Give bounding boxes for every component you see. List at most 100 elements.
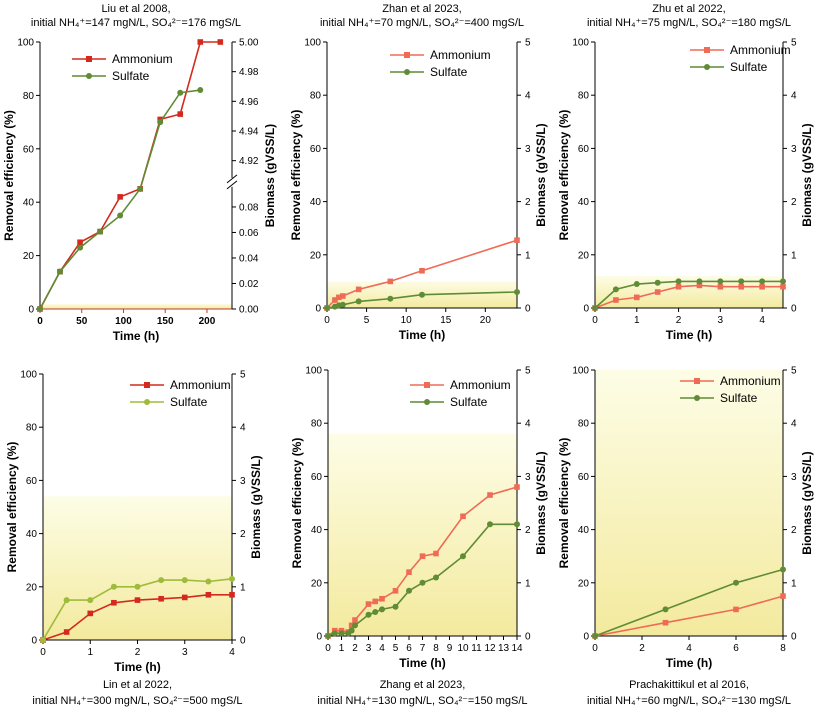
x-tick-label: 6 [733, 643, 739, 654]
data-point-ammonium [780, 283, 786, 290]
data-point-ammonium [340, 293, 346, 299]
y-axis-label: Removal efficiency (%) [290, 438, 304, 569]
data-point-ammonium [336, 294, 342, 301]
legend-label-sulfate: Sulfate [730, 60, 768, 74]
data-point-ammonium [77, 239, 83, 246]
data-point-ammonium [158, 595, 164, 602]
data-point-sulfate [392, 603, 399, 610]
data-point-ammonium [87, 610, 94, 617]
series-line-sulfate [327, 523, 517, 637]
y2-tick-label: 3 [525, 472, 531, 483]
y-tick-label: 80 [578, 419, 590, 430]
legend-marker-sulfate [704, 64, 710, 70]
data-point-sulfate [592, 305, 598, 311]
y-tick-label: 20 [23, 251, 35, 262]
legend-marker-ammonium [404, 52, 410, 58]
x-tick-label: 2 [352, 643, 358, 654]
x-axis-label: Time (h) [399, 328, 445, 342]
data-point-sulfate [37, 306, 43, 312]
y-tick-label: 60 [23, 144, 35, 155]
x-tick-label: 6 [406, 643, 412, 654]
y2-tick-label: 0.04 [239, 253, 259, 264]
axis-break-mark [226, 180, 238, 190]
chart-panel-4: Lin et al 2022, initial NH₄⁺=300 mgN/L, S… [5, 370, 263, 708]
y2-tick-label: 5 [791, 38, 797, 49]
y2-tick-label: 5 [525, 366, 531, 377]
biomass-band [595, 370, 783, 636]
y2-tick-label: 4 [791, 419, 797, 430]
data-point-sulfate [181, 577, 188, 584]
legend-label-ammonium: Ammonium [430, 48, 491, 62]
y2-tick-label: 0 [791, 304, 797, 315]
x-tick-label: 50 [76, 316, 88, 327]
y2-tick-label: 2 [791, 197, 797, 208]
y-tick-label: 100 [17, 38, 34, 49]
y-tick-label: 100 [20, 370, 37, 381]
chart-panel-5: Zhang et al 2023, initial NH₄⁺=130 mgN/L,… [290, 366, 548, 708]
data-point-ammonium [134, 597, 141, 603]
data-point-ammonium [696, 282, 703, 289]
chart-panel-1: Liu et al 2008, initial NH₄⁺=147 mgN/L, S… [2, 3, 277, 343]
y-tick-label: 60 [26, 476, 38, 487]
y2-tick-label: 4 [525, 419, 531, 430]
data-point-sulfate [514, 289, 520, 296]
data-point-ammonium [372, 598, 379, 605]
data-point-ammonium [419, 267, 425, 274]
x-tick-label: 3 [718, 315, 724, 326]
chart-title-line1: Zhu et al 2022, [652, 3, 725, 15]
y2-axis-label: Biomass (gVSS/L) [800, 123, 814, 226]
y2-tick-label: 1 [791, 578, 797, 589]
legend-marker-sulfate [424, 399, 430, 405]
y-tick-label: 100 [305, 366, 322, 377]
x-tick-label: 200 [199, 316, 216, 327]
data-point-ammonium [365, 601, 372, 607]
y2-tick-label: 2 [791, 525, 797, 536]
data-point-sulfate [514, 521, 520, 528]
legend-marker-ammonium [86, 56, 92, 62]
y2-tick-label: 3 [240, 476, 246, 487]
x-tick-label: 0 [592, 315, 598, 326]
chart-title-line2: initial NH₄⁺=70 mgN/L, SO₄²⁻=400 mgS/L [320, 17, 524, 29]
y2-tick-label: 0.00 [239, 305, 259, 316]
data-point-ammonium [392, 587, 399, 594]
x-tick-label: 13 [498, 643, 510, 654]
y2-tick-label: 2 [525, 197, 531, 208]
chart-title-line2: initial NH₄⁺=300 mgN/L, SO₄²⁻=500 mgS/L [32, 695, 242, 707]
data-point-sulfate [229, 575, 235, 582]
x-tick-label: 4 [379, 643, 385, 654]
y2-tick-label: 3 [525, 144, 531, 155]
data-point-sulfate [662, 606, 669, 613]
data-point-sulfate [158, 577, 165, 584]
legend-marker-ammonium [694, 378, 700, 384]
data-point-ammonium [177, 111, 184, 117]
y-tick-label: 60 [578, 472, 590, 483]
chart-panel-2: Zhan et al 2023, initial NH₄⁺=70 mgN/L, S… [289, 3, 548, 342]
x-tick-label: 0 [325, 643, 331, 654]
y-tick-label: 80 [310, 91, 322, 102]
chart-panel-6: Prachakittikul et al 2016, initial NH₄⁺=6… [557, 366, 814, 708]
data-point-sulfate [780, 566, 786, 573]
x-tick-label: 0 [324, 315, 330, 326]
data-point-sulfate [134, 583, 141, 590]
legend-marker-sulfate [694, 395, 700, 401]
axis-break-mark [226, 174, 238, 184]
data-point-sulfate [348, 627, 355, 634]
data-point-sulfate [759, 278, 766, 285]
data-point-sulfate [157, 119, 164, 126]
data-point-sulfate [77, 244, 84, 251]
x-tick-label: 10 [401, 315, 413, 326]
data-point-ammonium [433, 550, 439, 557]
x-axis-label: Time (h) [666, 328, 712, 342]
legend-label-sulfate: Sulfate [450, 395, 488, 409]
y-axis-label: Removal efficiency (%) [557, 110, 571, 241]
y2-tick-label: 5 [525, 38, 531, 49]
y2-tick-label: 5 [240, 370, 246, 381]
y2-tick-label: 1 [791, 250, 797, 261]
y2-tick-label: 0.02 [239, 279, 259, 290]
y2-axis-label: Biomass (gVSS/L) [534, 123, 548, 226]
chart-title-line1: Zhang et al 2023, [380, 679, 466, 691]
legend-label-ammonium: Ammonium [170, 378, 231, 392]
legend-label-ammonium: Ammonium [720, 374, 781, 388]
y2-axis-label: Biomass (gVSS/L) [800, 451, 814, 554]
y-tick-label: 80 [311, 419, 323, 430]
